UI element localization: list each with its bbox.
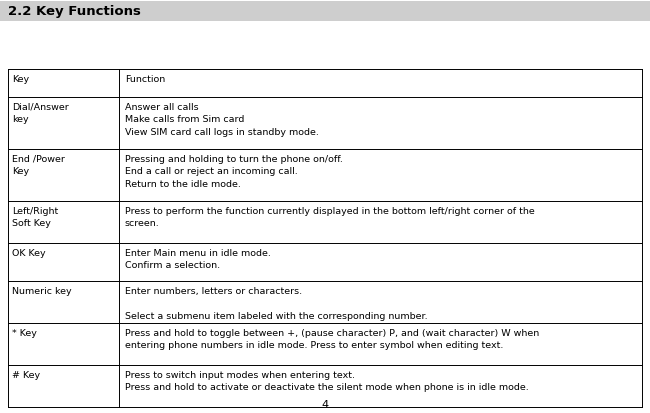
- Text: End /Power
Key: End /Power Key: [12, 154, 65, 176]
- Text: Press to perform the function currently displayed in the bottom left/right corne: Press to perform the function currently …: [125, 206, 535, 228]
- Text: OK Key: OK Key: [12, 248, 46, 257]
- Text: Pressing and holding to turn the phone on/off.
End a call or reject an incoming : Pressing and holding to turn the phone o…: [125, 154, 343, 189]
- Text: Function: Function: [125, 75, 165, 84]
- Text: Dial/Answer
key: Dial/Answer key: [12, 103, 69, 124]
- Text: Enter Main menu in idle mode.
Confirm a selection.: Enter Main menu in idle mode. Confirm a …: [125, 248, 271, 270]
- Text: Numeric key: Numeric key: [12, 286, 72, 295]
- Text: Key: Key: [12, 75, 29, 84]
- Text: Left/Right
Soft Key: Left/Right Soft Key: [12, 206, 58, 228]
- Bar: [0, 2, 650, 22]
- Text: Enter numbers, letters or characters.

Select a submenu item labeled with the co: Enter numbers, letters or characters. Se…: [125, 286, 428, 320]
- Text: 2.2 Key Functions: 2.2 Key Functions: [8, 5, 141, 19]
- Text: Answer all calls
Make calls from Sim card
View SIM card call logs in standby mod: Answer all calls Make calls from Sim car…: [125, 103, 318, 137]
- Text: 4: 4: [322, 399, 328, 409]
- Text: Press to switch input modes when entering text.
Press and hold to activate or de: Press to switch input modes when enterin…: [125, 370, 528, 392]
- Text: * Key: * Key: [12, 328, 37, 337]
- Text: Press and hold to toggle between +, (pause character) P, and (wait character) W : Press and hold to toggle between +, (pau…: [125, 328, 539, 350]
- Text: # Key: # Key: [12, 370, 40, 379]
